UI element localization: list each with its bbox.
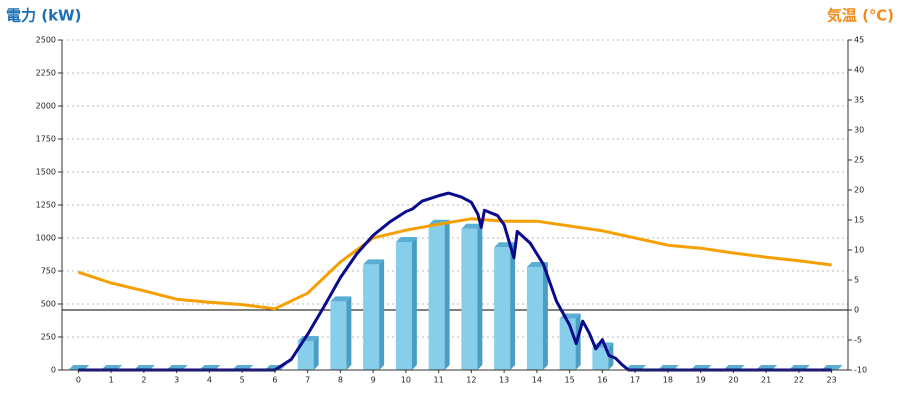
x-tick-label: 21 (761, 376, 771, 385)
x-tick-label: 7 (305, 376, 310, 385)
x-tick-label: 4 (207, 376, 212, 385)
bar-side (444, 219, 450, 370)
y-tick-label: 2000 (36, 102, 56, 111)
bar (461, 228, 478, 370)
x-tick-label: 3 (174, 376, 179, 385)
y2-tick-label: 0 (854, 306, 859, 315)
y2-tick-label: 10 (854, 246, 864, 255)
bar-side (411, 236, 417, 370)
bar-top (363, 259, 385, 265)
y2-tick-label: 35 (854, 96, 864, 105)
x-tick-label: 17 (630, 376, 640, 385)
y-tick-label: 1750 (36, 135, 56, 144)
bar-top (395, 236, 417, 242)
y2-tick-label: 40 (854, 66, 864, 75)
x-tick-label: 9 (371, 376, 376, 385)
bar-top (461, 223, 483, 229)
line (77, 217, 832, 311)
line (78, 191, 832, 372)
y2-tick-label: -5 (854, 336, 862, 345)
y2-tick-label: 45 (854, 36, 864, 45)
bar-side (313, 335, 319, 370)
y2-axis-title: 気温 (℃) (827, 7, 894, 25)
y2-tick-label: 25 (854, 156, 864, 165)
x-tick-label: 10 (401, 376, 411, 385)
bar-side (346, 296, 352, 370)
bar (494, 247, 511, 370)
y-tick-label: 750 (41, 267, 56, 276)
y-tick-label: 500 (41, 300, 56, 309)
x-tick-label: 6 (272, 376, 277, 385)
bar (330, 301, 347, 370)
y-tick-label: 2500 (36, 36, 56, 45)
y2-tick-label: 15 (854, 216, 864, 225)
bar-side (379, 259, 385, 370)
bar-side (542, 262, 548, 370)
y-axis-title: 電力 (kW) (6, 7, 81, 25)
x-tick-label: 15 (565, 376, 575, 385)
bar (559, 318, 576, 370)
bar-side (510, 242, 516, 370)
x-tick-label: 1 (109, 376, 114, 385)
y-tick-label: 0 (51, 366, 56, 375)
bar-side (477, 223, 483, 370)
bar (592, 347, 609, 370)
x-tick-label: 8 (338, 376, 343, 385)
x-tick-label: 22 (794, 376, 804, 385)
bar (428, 224, 445, 370)
y2-tick-label: -10 (854, 366, 867, 375)
y-tick-label: 250 (41, 333, 56, 342)
y-tick-label: 1250 (36, 201, 56, 210)
y2-tick-label: 20 (854, 186, 864, 195)
x-tick-label: 18 (663, 376, 673, 385)
y-tick-label: 1500 (36, 168, 56, 177)
x-tick-label: 5 (240, 376, 245, 385)
bar (526, 267, 543, 370)
y-tick-label: 2250 (36, 69, 56, 78)
x-tick-label: 19 (696, 376, 706, 385)
x-tick-label: 23 (827, 376, 837, 385)
bar (395, 241, 412, 370)
bar (297, 340, 314, 370)
bar (363, 264, 380, 370)
x-tick-label: 16 (597, 376, 607, 385)
x-tick-label: 0 (76, 376, 81, 385)
x-tick-label: 13 (499, 376, 509, 385)
x-tick-label: 2 (141, 376, 146, 385)
y2-tick-label: 5 (854, 276, 859, 285)
bar-top (330, 296, 352, 302)
y-tick-label: 1000 (36, 234, 56, 243)
x-tick-label: 14 (532, 376, 542, 385)
x-tick-label: 20 (728, 376, 738, 385)
y2-tick-label: 30 (854, 126, 864, 135)
x-tick-label: 11 (434, 376, 444, 385)
x-tick-label: 12 (466, 376, 476, 385)
